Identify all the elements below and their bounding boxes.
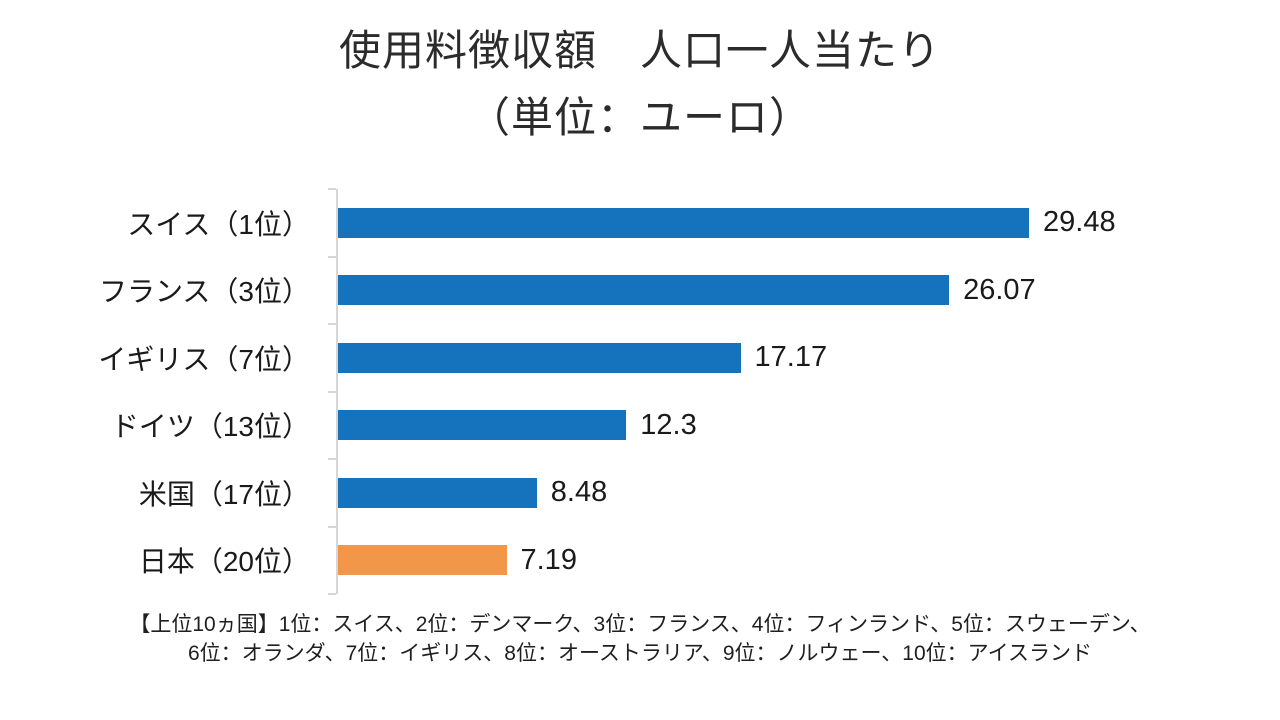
footnote-line-2: 6位：オランダ、7位：イギリス、8位：オーストラリア、9位：ノルウェー、10位：… — [188, 642, 1092, 666]
bar-track: 7.19 — [336, 526, 1280, 595]
bar-track: 8.48 — [336, 459, 1280, 527]
bar-row: ドイツ（13位） 12.3 — [0, 391, 1280, 460]
axis-tick — [328, 255, 336, 258]
bar — [338, 342, 741, 373]
chart-subtitle: （単位：ユーロ） — [467, 93, 812, 141]
category-label: フランス（3位） — [98, 276, 310, 308]
category-label: 米国（17位） — [138, 478, 310, 510]
axis-tick — [328, 458, 336, 461]
bar — [338, 275, 950, 306]
bar — [338, 410, 627, 441]
bar-row: 日本（20位） 7.19 — [0, 526, 1280, 595]
value-label: 17.17 — [754, 341, 828, 374]
footnote-line-1: 【上位10ヵ国】1位：スイス、2位：デンマーク、3位：フランス、4位：フィンラン… — [129, 613, 1151, 637]
bar-row: フランス（3位） 26.07 — [0, 256, 1280, 325]
chart-title: 使用料徴収額 人口一人当たり — [338, 27, 941, 74]
bar-track: 29.48 — [336, 189, 1280, 257]
bar-track: 26.07 — [336, 256, 1280, 325]
bar — [338, 207, 1029, 238]
bar-track: 12.3 — [336, 391, 1280, 460]
bar-chart: スイス（1位） 29.48 フランス（3位） 26.07 イギリス（7位） 17.17 ドイ… — [0, 188, 1280, 596]
bar — [338, 545, 507, 576]
title-block: 使用料徴収額 人口一人当たり （単位：ユーロ） — [0, 0, 1280, 145]
axis-tick — [328, 390, 336, 393]
axis-tick — [328, 323, 336, 326]
axis-tick — [328, 188, 336, 191]
category-label: ドイツ（13位） — [110, 411, 310, 443]
footnote: 【上位10ヵ国】1位：スイス、2位：デンマーク、3位：フランス、4位：フィンラン… — [0, 610, 1280, 668]
bar-row: イギリス（7位） 17.17 — [0, 324, 1280, 392]
bar-row: スイス（1位） 29.48 — [0, 189, 1280, 257]
value-label: 7.19 — [520, 543, 577, 576]
bar-row: 米国（17位） 8.48 — [0, 459, 1280, 527]
bar-track: 17.17 — [336, 324, 1280, 392]
category-label: スイス（1位） — [127, 208, 310, 240]
category-label: イギリス（7位） — [98, 343, 310, 375]
bar — [338, 477, 537, 508]
axis-tick — [328, 525, 336, 528]
category-label: 日本（20位） — [138, 546, 310, 578]
value-label: 8.48 — [550, 476, 608, 509]
axis-tick — [328, 593, 336, 596]
value-label: 26.07 — [963, 273, 1036, 306]
value-label: 29.48 — [1043, 206, 1116, 239]
value-label: 12.3 — [640, 408, 697, 441]
